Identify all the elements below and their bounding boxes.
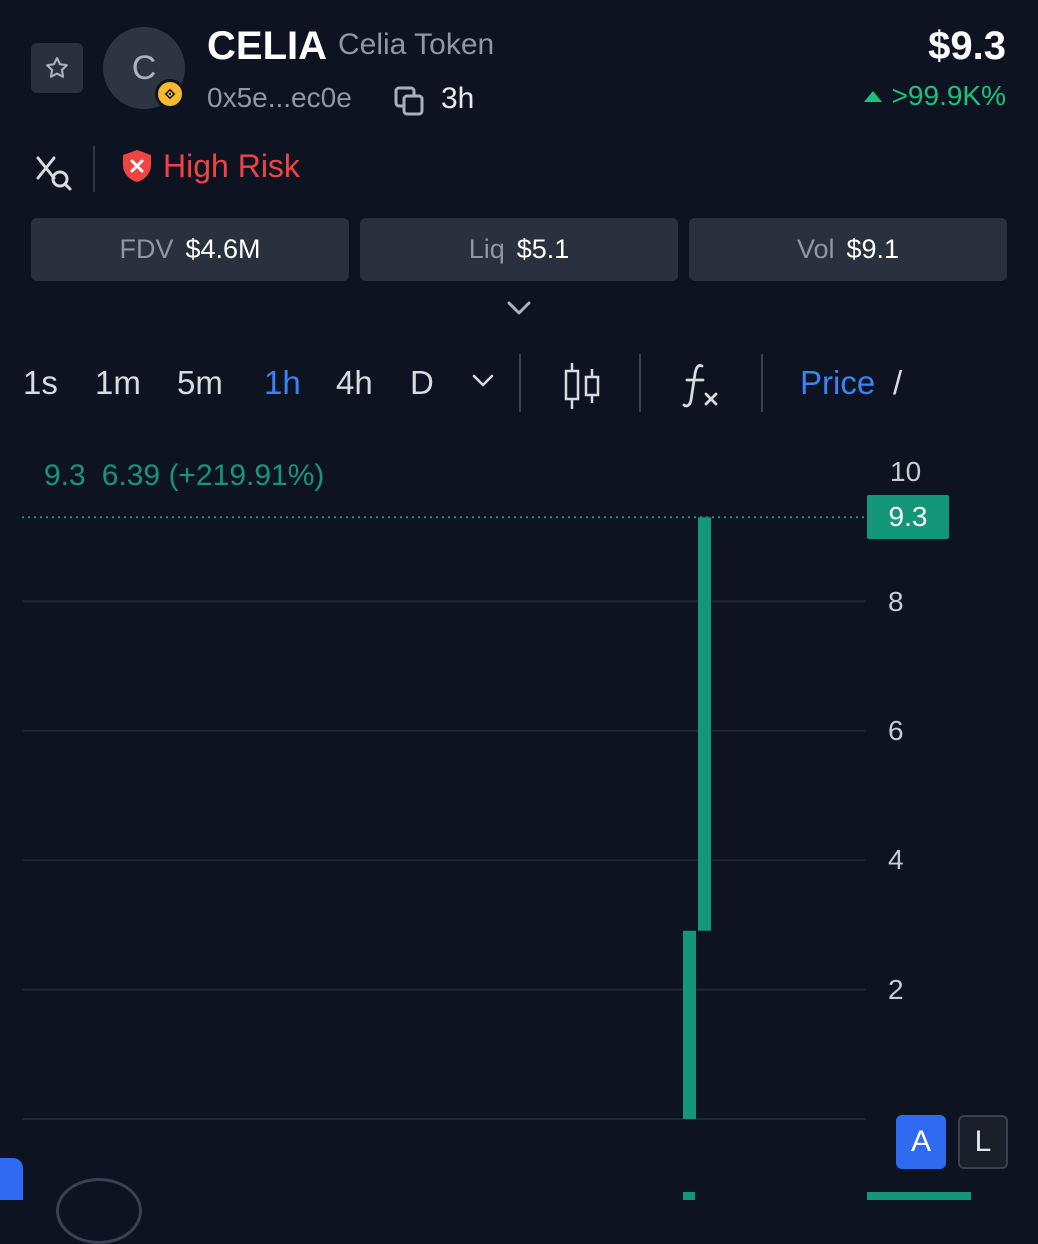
volume-tag — [867, 1192, 971, 1200]
contract-address[interactable]: 0x5e...ec0e — [207, 82, 352, 113]
toolbar-divider — [639, 354, 641, 412]
risk-label[interactable]: High Risk — [163, 148, 300, 184]
log-scale-button[interactable]: L — [958, 1115, 1008, 1169]
stat-volume: Vol $9.1 — [689, 218, 1007, 281]
arrow-up-icon — [863, 90, 882, 102]
token-symbol: CELIA — [207, 24, 327, 68]
y-tick-label: 2 — [888, 974, 904, 1005]
y-tick-label: 8 — [888, 586, 904, 617]
stat-label: FDV — [119, 234, 174, 264]
price-change-value: >99.9K% — [891, 80, 1006, 111]
shield-x-icon — [123, 150, 151, 182]
current-price-tag: 9.3 — [867, 495, 949, 539]
audit-search-icon[interactable] — [34, 154, 74, 192]
current-price: $9.3 — [928, 24, 1006, 68]
interval-dropdown-icon[interactable] — [472, 374, 494, 388]
token-age: 3h — [441, 82, 475, 115]
interval-1s[interactable]: 1s — [23, 364, 58, 401]
chart-legend: 9.3 6.39 (+219.91%) — [44, 459, 324, 493]
favorite-button[interactable] — [31, 43, 83, 93]
copy-icon[interactable] — [392, 84, 426, 118]
stat-fdv: FDV $4.6M — [31, 218, 349, 281]
interval-d[interactable]: D — [410, 364, 434, 401]
divider — [93, 146, 95, 192]
volume-bar — [683, 1192, 695, 1200]
stat-value: $9.1 — [846, 234, 900, 264]
price-tab[interactable]: Price — [800, 364, 876, 401]
price-chart[interactable] — [0, 440, 1038, 1140]
interval-5m[interactable]: 5m — [177, 364, 223, 401]
stat-label: Liq — [468, 234, 505, 264]
stat-label: Vol — [796, 234, 835, 264]
avatar — [56, 1178, 142, 1244]
stat-liquidity: Liq $5.1 — [360, 218, 678, 281]
candle[interactable] — [698, 517, 711, 931]
side-panel-handle[interactable] — [0, 1158, 23, 1200]
token-avatar: C — [103, 27, 185, 109]
token-name: Celia Token — [338, 28, 495, 61]
legend-change: 6.39 (+219.91%) — [101, 459, 325, 492]
legend-close: 9.3 — [44, 459, 86, 492]
price-mcap-separator: / — [893, 364, 903, 401]
chevron-down-icon[interactable] — [505, 294, 533, 322]
indicators-icon[interactable] — [680, 360, 724, 410]
auto-scale-button[interactable]: A — [896, 1115, 946, 1169]
candlestick-icon[interactable] — [562, 361, 602, 411]
bnb-chain-icon — [155, 79, 185, 109]
y-tick-label: 6 — [888, 715, 904, 746]
interval-1h[interactable]: 1h — [264, 364, 301, 401]
candle[interactable] — [683, 930, 696, 1119]
star-icon — [46, 57, 68, 78]
stat-value: $5.1 — [516, 234, 570, 264]
y-tick-label: 4 — [888, 844, 904, 875]
y-tick-label: 10 — [890, 456, 922, 487]
price-change: >99.9K% — [863, 80, 1006, 112]
interval-1m[interactable]: 1m — [95, 364, 141, 401]
toolbar-divider — [761, 354, 763, 412]
interval-4h[interactable]: 4h — [336, 364, 373, 401]
stat-value: $4.6M — [185, 234, 261, 264]
toolbar-divider — [519, 354, 521, 412]
avatar-letter: C — [131, 48, 157, 87]
